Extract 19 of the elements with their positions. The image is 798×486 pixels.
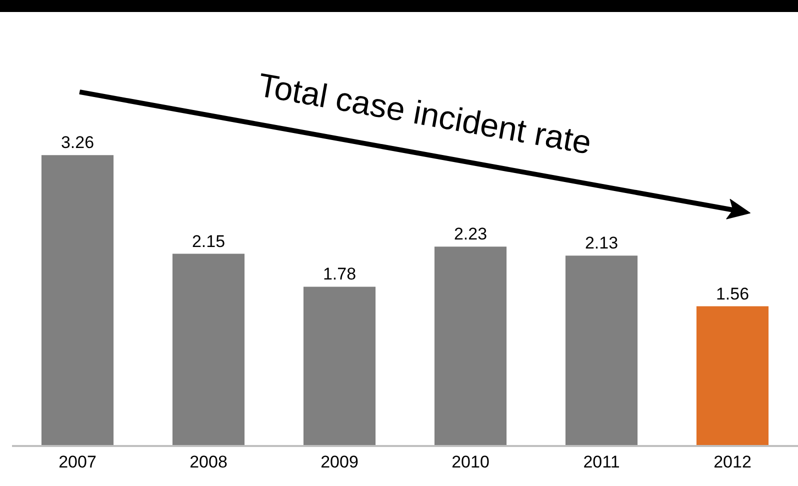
x-tick-label: 2008 bbox=[190, 452, 228, 472]
bar bbox=[434, 246, 507, 445]
data-label: 1.56 bbox=[716, 284, 750, 304]
x-tick-label: 2012 bbox=[714, 452, 752, 472]
data-label: 3.26 bbox=[60, 133, 94, 152]
data-label: 2.23 bbox=[454, 224, 488, 244]
x-tick-label: 2011 bbox=[583, 452, 620, 472]
data-label: 2.15 bbox=[192, 232, 226, 251]
bar bbox=[565, 256, 638, 445]
bar bbox=[696, 306, 769, 445]
bar bbox=[172, 254, 245, 445]
x-tick-label: 2007 bbox=[58, 452, 96, 472]
bar bbox=[303, 286, 376, 445]
bar bbox=[41, 155, 114, 445]
annotation: Total case incident rate bbox=[255, 66, 594, 162]
x-tick-label: 2010 bbox=[452, 452, 490, 472]
x-tick-label: 2009 bbox=[320, 452, 358, 472]
data-label: 1.78 bbox=[322, 264, 356, 284]
data-label: 2.13 bbox=[584, 234, 618, 253]
